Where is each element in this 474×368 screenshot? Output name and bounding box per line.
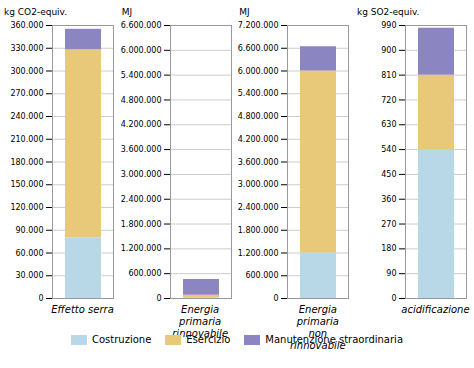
svg-text:4.800.000: 4.800.000 bbox=[238, 112, 279, 121]
svg-text:6.000.000: 6.000.000 bbox=[238, 67, 279, 76]
svg-text:3.000.000: 3.000.000 bbox=[120, 170, 161, 179]
svg-text:60.000: 60.000 bbox=[16, 249, 44, 258]
html-text:kg CO2-equiv.: kg CO2-equiv. bbox=[4, 7, 68, 17]
svg-text:2.400.000: 2.400.000 bbox=[120, 195, 161, 204]
html-text:Energia primaria non rinnovabi: Energia primaria non rinnovabile bbox=[289, 304, 346, 351]
html-text:Effetto serra: Effetto serra bbox=[51, 304, 114, 315]
svg-text:5.400.000: 5.400.000 bbox=[238, 89, 279, 98]
svg-text:270.000: 270.000 bbox=[10, 89, 43, 98]
svg-text:5.400.000: 5.400.000 bbox=[120, 71, 161, 80]
svg-text:0: 0 bbox=[274, 294, 279, 303]
html-text:MJ: MJ bbox=[121, 7, 133, 17]
svg-text:0: 0 bbox=[391, 294, 396, 303]
html-text:MJ: MJ bbox=[239, 7, 250, 17]
svg-text:600.000: 600.000 bbox=[128, 269, 161, 278]
svg-text:360.000: 360.000 bbox=[10, 21, 43, 30]
svg-text:180.000: 180.000 bbox=[10, 158, 43, 167]
svg-text:600.000: 600.000 bbox=[246, 271, 279, 280]
svg-text:30.000: 30.000 bbox=[16, 271, 44, 280]
svg-text:120.000: 120.000 bbox=[10, 203, 43, 212]
svg-text:240.000: 240.000 bbox=[10, 112, 43, 121]
html-text:Esercizio: Esercizio bbox=[186, 334, 231, 345]
svg-text:270: 270 bbox=[381, 220, 396, 229]
svg-text:300.000: 300.000 bbox=[10, 67, 43, 76]
svg-text:720: 720 bbox=[381, 96, 396, 105]
svg-text:150.000: 150.000 bbox=[10, 180, 43, 189]
svg-text:0: 0 bbox=[38, 294, 43, 303]
svg-text:6.600.000: 6.600.000 bbox=[238, 44, 279, 53]
svg-text:90.000: 90.000 bbox=[16, 226, 44, 235]
svg-text:4.800.000: 4.800.000 bbox=[120, 96, 161, 105]
svg-text:3.600.000: 3.600.000 bbox=[120, 145, 161, 154]
html-text:Manutenzione straordinaria: Manutenzione straordinaria bbox=[265, 334, 403, 345]
svg-text:0: 0 bbox=[156, 294, 161, 303]
svg-text:7.200.000: 7.200.000 bbox=[238, 21, 279, 30]
svg-text:900: 900 bbox=[381, 46, 396, 55]
html-text:acidificazione: acidificazione bbox=[401, 304, 470, 315]
svg-text:1.200.000: 1.200.000 bbox=[238, 249, 279, 258]
html-text:kg SO2-equiv.: kg SO2-equiv. bbox=[357, 7, 420, 17]
svg-text:360: 360 bbox=[381, 195, 396, 204]
svg-text:330.000: 330.000 bbox=[10, 44, 43, 53]
svg-text:4.200.000: 4.200.000 bbox=[238, 135, 279, 144]
svg-text:4.200.000: 4.200.000 bbox=[120, 120, 161, 129]
svg-text:6.000.000: 6.000.000 bbox=[120, 46, 161, 55]
html-text:Costruzione: Costruzione bbox=[92, 334, 152, 345]
svg-text:810: 810 bbox=[381, 71, 396, 80]
svg-text:3.600.000: 3.600.000 bbox=[238, 158, 279, 167]
svg-text:630: 630 bbox=[381, 120, 396, 129]
svg-text:2.400.000: 2.400.000 bbox=[238, 203, 279, 212]
svg-text:3.000.000: 3.000.000 bbox=[238, 180, 279, 189]
svg-text:450: 450 bbox=[381, 170, 396, 179]
svg-text:180: 180 bbox=[381, 244, 396, 253]
svg-text:210.000: 210.000 bbox=[10, 135, 43, 144]
svg-text:540: 540 bbox=[381, 145, 396, 154]
html-text:Energia primaria rinnovabile: Energia primaria rinnovabile bbox=[172, 304, 228, 339]
svg-text:990: 990 bbox=[381, 21, 396, 30]
svg-text:90: 90 bbox=[386, 269, 396, 278]
svg-text:1.200.000: 1.200.000 bbox=[120, 244, 161, 253]
svg-text:1.800.000: 1.800.000 bbox=[120, 220, 161, 229]
svg-text:1.800.000: 1.800.000 bbox=[238, 226, 279, 235]
svg-text:6.600.000: 6.600.000 bbox=[120, 21, 161, 30]
